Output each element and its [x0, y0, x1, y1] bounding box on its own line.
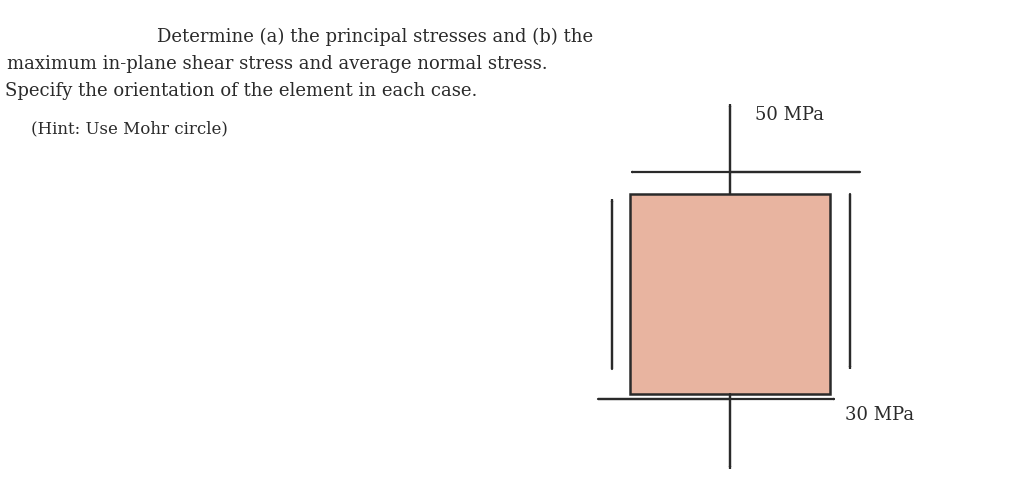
Text: maximum in-plane shear stress and average normal stress.: maximum in-plane shear stress and averag…: [7, 55, 548, 73]
Text: 30 MPa: 30 MPa: [845, 405, 914, 423]
Bar: [630, 194, 830, 394]
Text: Determine (a) the principal stresses and (b) the: Determine (a) the principal stresses and…: [134, 28, 593, 46]
Text: 50 MPa: 50 MPa: [755, 106, 824, 124]
Text: (Hint: Use Mohr circle): (Hint: Use Mohr circle): [31, 120, 227, 137]
Text: Specify the orientation of the element in each case.: Specify the orientation of the element i…: [5, 82, 478, 100]
